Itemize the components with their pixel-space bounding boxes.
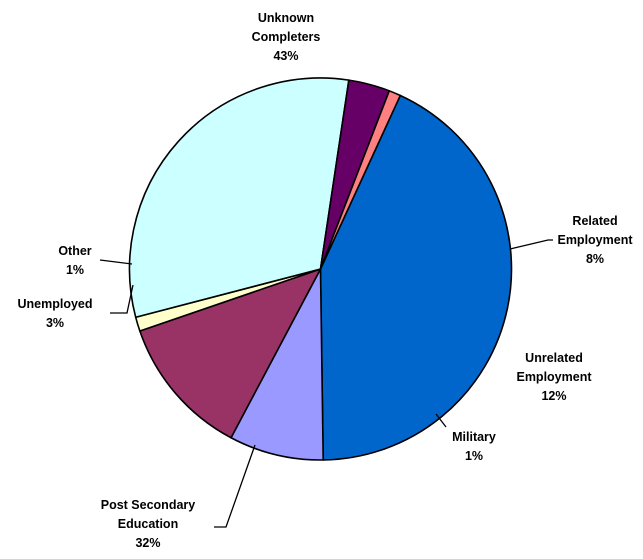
slice-label-line: Unrelated [525, 351, 583, 365]
slice-labels: Unknown Completers 43% Related Employment 8% U… [17, 11, 633, 550]
slice-label-line: Unemployed [17, 297, 92, 311]
leader-line-related-employment [509, 239, 553, 250]
leader-line-post-secondary-education [214, 444, 256, 528]
slice-label-related-employment: Related Employment 8% [557, 214, 633, 266]
slice-label-line: Employment [557, 233, 633, 247]
leader-lines [99, 239, 553, 528]
pie-slice-other [319, 90, 402, 270]
pie-slice-post-secondary-education [128, 77, 350, 319]
leader-line-other [99, 259, 133, 265]
slice-label-line: Unknown [258, 11, 314, 25]
slice-label-military: Military 1% [452, 430, 496, 463]
slice-label-line: Military [452, 430, 496, 444]
slice-percent: 8% [586, 252, 604, 266]
leader-line-military [435, 413, 447, 428]
slice-label-unrelated-employment: Unrelated Employment 12% [516, 351, 592, 403]
slice-label-unknown-completers: Unknown Completers 43% [252, 11, 321, 63]
slice-percent: 1% [465, 449, 483, 463]
slice-percent: 43% [273, 49, 298, 63]
slice-percent: 3% [46, 316, 64, 330]
slice-label-line: Related [572, 214, 617, 228]
pie-slice-unrelated-employment [139, 268, 322, 439]
leader-line-unemployed [110, 284, 134, 314]
slice-label-line: Employment [516, 370, 592, 384]
slice-percent: 32% [135, 536, 160, 550]
slice-label-line: Other [58, 244, 91, 258]
slice-percent: 1% [66, 263, 84, 277]
slice-label-post-secondary-education: Post Secondary Education 32% [101, 498, 196, 550]
slice-label-other: Other 1% [58, 244, 91, 277]
pie-slice-unknown-completers [319, 94, 513, 461]
slice-label-line: Post Secondary [101, 498, 196, 512]
slice-label-unemployed: Unemployed 3% [17, 297, 92, 330]
pie-slice-related-employment [230, 268, 324, 461]
slice-percent: 12% [541, 389, 566, 403]
pie-slices [128, 77, 513, 461]
slice-label-line: Education [118, 517, 178, 531]
slice-label-line: Completers [252, 30, 321, 44]
